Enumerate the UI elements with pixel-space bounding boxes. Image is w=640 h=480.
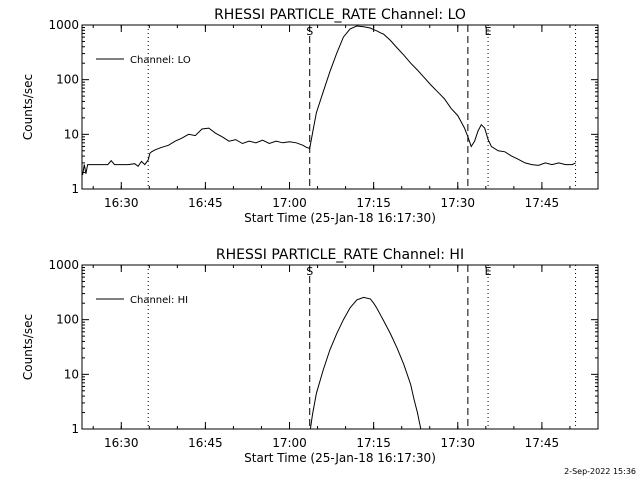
x-tick-label: 16:30: [104, 436, 139, 450]
marker-label: E: [485, 265, 492, 278]
y-tick-label: 1000: [48, 258, 79, 272]
x-tick-label: 17:30: [440, 196, 475, 210]
legend-label: Channel: LO: [130, 55, 191, 66]
y-axis-label: Counts/sec: [21, 314, 35, 380]
legend-label: Channel: HI: [130, 295, 188, 306]
x-tick-label: 17:45: [525, 196, 560, 210]
x-tick-label: 17:00: [272, 436, 307, 450]
footer-timestamp: 2-Sep-2022 15:36: [564, 467, 636, 476]
chart-title: RHESSI PARTICLE_RATE Channel: LO: [214, 7, 466, 23]
x-tick-label: 16:45: [188, 436, 223, 450]
x-tick-label: 16:30: [104, 196, 139, 210]
y-axis-label: Counts/sec: [21, 74, 35, 140]
x-tick-label: 17:15: [356, 436, 391, 450]
marker-label: S: [306, 265, 313, 278]
x-tick-label: 17:45: [525, 436, 560, 450]
x-tick-label: 17:00: [272, 196, 307, 210]
series-line-0: [82, 25, 576, 176]
x-tick-label: 17:15: [356, 196, 391, 210]
y-tick-label: 10: [64, 127, 79, 141]
y-tick-label: 100: [56, 313, 79, 327]
plot-frame: [81, 24, 599, 190]
chart-panel-0: RHESSI PARTICLE_RATE Channel: LO 16:30 16:…: [21, 7, 599, 225]
charts-container: RHESSI PARTICLE_RATE Channel: LO 16:30 16:…: [21, 7, 599, 465]
y-tick-label: 1: [71, 182, 79, 196]
y-tick-label: 1: [71, 422, 79, 436]
chart-title: RHESSI PARTICLE_RATE Channel: HI: [216, 247, 464, 263]
x-tick-label: 17:30: [440, 436, 475, 450]
x-axis-label: Start Time (25-Jan-18 16:17:30): [244, 451, 436, 465]
series-line-0: [309, 296, 422, 429]
marker-label: E: [485, 25, 492, 38]
chart-panel-1: RHESSI PARTICLE_RATE Channel: HI 16:30 16:…: [21, 247, 599, 465]
y-tick-label: 1000: [48, 18, 79, 32]
x-tick-label: 16:45: [188, 196, 223, 210]
x-axis-label: Start Time (25-Jan-18 16:17:30): [244, 211, 436, 225]
marker-label: S: [306, 25, 313, 38]
plot-frame: [81, 264, 599, 430]
y-tick-label: 100: [56, 73, 79, 87]
y-tick-label: 10: [64, 367, 79, 381]
